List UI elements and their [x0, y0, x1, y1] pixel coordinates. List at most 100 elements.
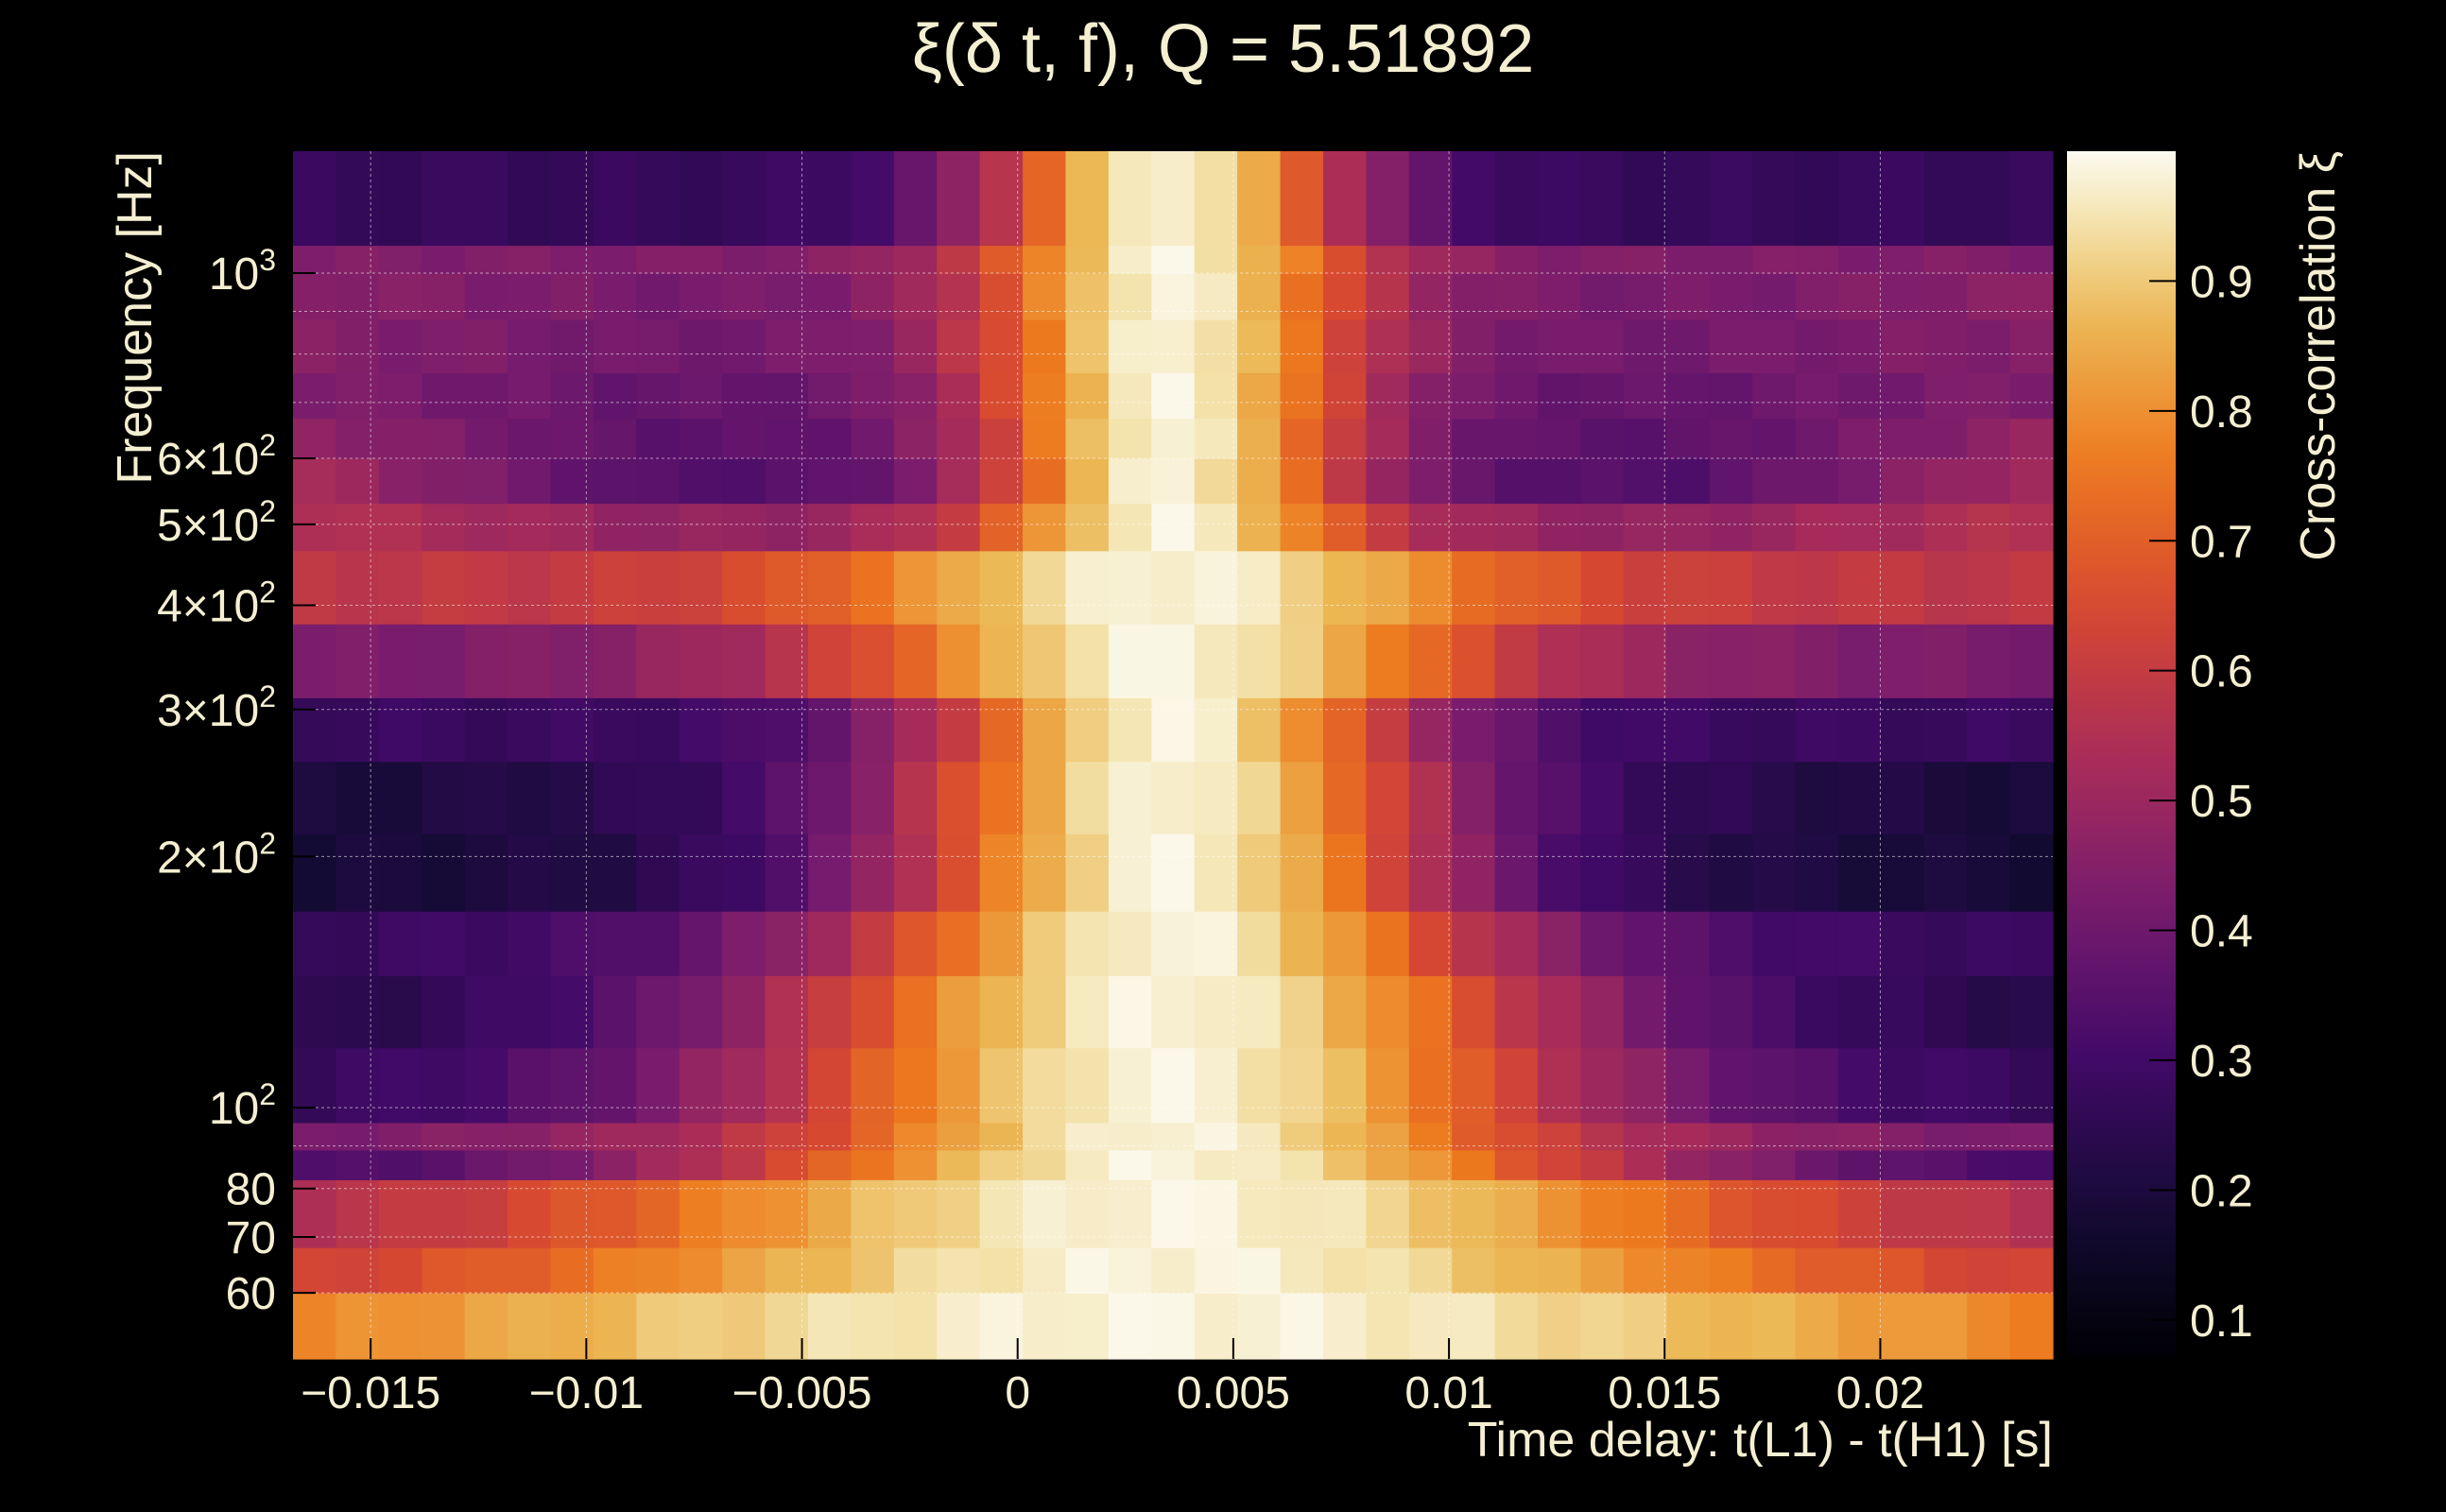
heatmap-cell: [1538, 418, 1582, 459]
heatmap-cell: [1666, 911, 1711, 976]
heatmap-cell: [550, 1179, 594, 1248]
heatmap-cell: [893, 697, 938, 763]
heatmap-cell: [1194, 418, 1238, 459]
heatmap-cell: [937, 911, 981, 976]
heatmap-cell: [979, 624, 1024, 698]
heatmap-cell: [1494, 624, 1539, 698]
heatmap-cell: [336, 1293, 380, 1360]
heatmap-cell: [1752, 761, 1797, 834]
heatmap-cell: [1623, 1179, 1667, 1248]
heatmap-cell: [1881, 319, 1925, 373]
heatmap-cell: [1366, 1149, 1410, 1180]
heatmap-cell: [1408, 1149, 1453, 1180]
heatmap-cell: [1538, 550, 1582, 625]
heatmap-cell: [1065, 911, 1110, 976]
heatmap-cell: [636, 761, 680, 834]
heatmap-cell: [1623, 1149, 1667, 1180]
heatmap-cell: [937, 273, 981, 320]
heatmap-cell: [1666, 151, 1711, 247]
heatmap-cell: [1194, 1149, 1238, 1180]
heatmap-cell: [765, 319, 809, 373]
heatmap-cell: [979, 273, 1024, 320]
heatmap-cell: [1322, 911, 1367, 976]
heatmap-cell: [1452, 503, 1496, 552]
heatmap-cell: [1538, 245, 1582, 274]
heatmap-cell: [1666, 975, 1711, 1049]
heatmap-cell: [979, 372, 1024, 420]
heatmap-cell: [979, 1047, 1024, 1124]
heatmap-cell: [1580, 550, 1625, 625]
heatmap-cell: [1408, 975, 1453, 1049]
heatmap-cell: [1881, 1179, 1925, 1248]
heatmap-cell: [1709, 372, 1753, 420]
x-tick-label: 0.01: [1404, 1368, 1492, 1418]
heatmap-cell: [336, 975, 380, 1049]
heatmap-cell: [550, 418, 594, 459]
heatmap-cell: [1494, 503, 1539, 552]
heatmap-cell: [722, 319, 767, 373]
heatmap-cell: [508, 457, 552, 505]
heatmap-cell: [1837, 457, 1882, 505]
heatmap-cell: [378, 697, 422, 763]
heatmap-cell: [1709, 761, 1753, 834]
heatmap-cell: [1452, 1047, 1496, 1124]
heatmap-cell: [1023, 418, 1067, 459]
heatmap-cell: [1967, 761, 2011, 834]
heatmap-cell: [1065, 503, 1110, 552]
heatmap-cell: [1108, 503, 1152, 552]
heatmap-cell: [1065, 245, 1110, 274]
heatmap-cell: [1452, 624, 1496, 698]
heatmap-cell: [2009, 503, 2054, 552]
heatmap-cell: [1108, 151, 1152, 247]
heatmap-cell: [1366, 1179, 1410, 1248]
heatmap-cell: [1023, 1047, 1067, 1124]
heatmap-cell: [1023, 761, 1067, 834]
heatmap-cell: [422, 697, 466, 763]
heatmap-cell: [1151, 1149, 1196, 1180]
heatmap-cell: [722, 1149, 767, 1180]
heatmap-cell: [1322, 1179, 1367, 1248]
heatmap-cell: [293, 273, 337, 320]
heatmap-cell: [1237, 372, 1282, 420]
heatmap-cell: [2009, 273, 2054, 320]
colorbar-tick-label: 0.3: [2190, 1037, 2253, 1087]
heatmap-cell: [1194, 273, 1238, 320]
heatmap-cell: [1023, 151, 1067, 247]
heatmap-cell: [1580, 697, 1625, 763]
x-tick-label: 0.015: [1608, 1368, 1721, 1418]
heatmap-cell: [1967, 833, 2011, 912]
heatmap-cell: [1194, 550, 1238, 625]
heatmap-cell: [1151, 550, 1196, 625]
heatmap-cell: [1237, 1149, 1282, 1180]
heatmap-cell: [1709, 245, 1753, 274]
heatmap-cell: [851, 761, 895, 834]
heatmap-cell: [679, 1293, 723, 1360]
heatmap-cell: [893, 319, 938, 373]
heatmap-cell: [593, 761, 637, 834]
heatmap-cell: [636, 273, 680, 320]
heatmap-cell: [979, 1293, 1024, 1360]
heatmap-cell: [1881, 273, 1925, 320]
heatmap-cell: [679, 1247, 723, 1294]
heatmap-cell: [1923, 418, 1968, 459]
heatmap-cell: [1322, 319, 1367, 373]
heatmap-cell: [1666, 761, 1711, 834]
x-axis-label: Time delay: t(L1) - t(H1) [s]: [1468, 1413, 2053, 1468]
heatmap-cell: [807, 1047, 852, 1124]
heatmap-cell: [1366, 372, 1410, 420]
heatmap-cell: [550, 1247, 594, 1294]
heatmap-cell: [1666, 1293, 1711, 1360]
heatmap-cell: [1494, 245, 1539, 274]
heatmap-cell: [422, 624, 466, 698]
heatmap-cell: [336, 1247, 380, 1294]
heatmap-cell: [1237, 1179, 1282, 1248]
heatmap-cell: [1237, 697, 1282, 763]
heatmap-cell: [2009, 761, 2054, 834]
heatmap-cell: [1580, 833, 1625, 912]
heatmap-cell: [937, 457, 981, 505]
heatmap-cell: [979, 975, 1024, 1049]
heatmap-cell: [679, 503, 723, 552]
heatmap-cell: [1666, 319, 1711, 373]
heatmap-cell: [2009, 319, 2054, 373]
heatmap-cell: [1752, 457, 1797, 505]
